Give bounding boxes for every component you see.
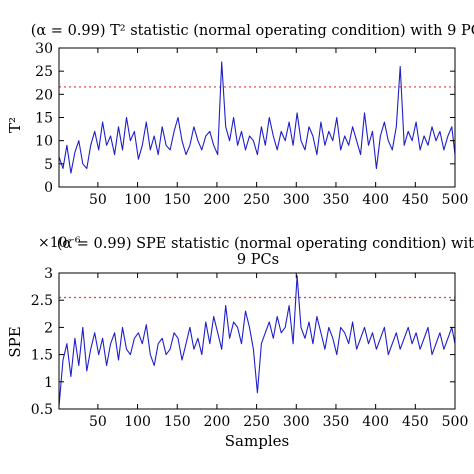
- exponent-label: ×10⁻⁶: [38, 235, 81, 251]
- y-axis-label: SPE: [6, 326, 24, 357]
- y-tick-label: 30: [35, 41, 53, 57]
- x-axis-label: Samples: [225, 432, 289, 450]
- chart-title: (α = 0.99) T² statistic (normal operatin…: [31, 23, 474, 39]
- x-tick-label: 250: [243, 414, 270, 430]
- t2-chart: (α = 0.99) T² statistic (normal operatin…: [6, 23, 474, 208]
- y-tick-label: 10: [35, 134, 53, 150]
- y-tick-label: 0: [44, 180, 53, 196]
- x-tick-label: 50: [89, 414, 107, 430]
- x-tick-label: 200: [204, 414, 231, 430]
- y-tick-label: 20: [35, 87, 53, 103]
- y-tick-label: 1.5: [31, 348, 53, 364]
- x-tick-label: 100: [124, 192, 151, 208]
- y-tick-label: 2.5: [31, 293, 53, 309]
- x-tick-label: 350: [323, 192, 350, 208]
- x-tick-label: 250: [243, 192, 270, 208]
- series-line: [58, 61, 456, 174]
- y-tick-label: 25: [35, 64, 53, 80]
- x-tick-label: 300: [283, 414, 310, 430]
- y-axis-label: T²: [6, 117, 24, 133]
- y-tick-label: 5: [44, 157, 53, 173]
- y-tick-label: 2: [44, 320, 53, 336]
- x-tick-label: 150: [164, 414, 191, 430]
- x-tick-label: 100: [124, 414, 151, 430]
- plot-frame: [58, 47, 456, 188]
- x-tick-label: 500: [442, 414, 469, 430]
- x-tick-label: 500: [442, 192, 469, 208]
- spe-chart: (α = 0.99) SPE statistic (normal operati…: [6, 235, 474, 450]
- chart-title-line2: 9 PCs: [237, 252, 279, 268]
- y-tick-label: 0.5: [31, 402, 53, 418]
- x-tick-label: 450: [402, 192, 429, 208]
- y-tick-label: 3: [44, 266, 53, 282]
- x-tick-label: 400: [362, 414, 389, 430]
- y-tick-label: 1: [44, 375, 53, 391]
- x-tick-label: 400: [362, 192, 389, 208]
- chart-title-line1: (α = 0.99) SPE statistic (normal operati…: [57, 236, 474, 252]
- series-line: [58, 275, 456, 407]
- x-tick-label: 450: [402, 414, 429, 430]
- x-tick-label: 200: [204, 192, 231, 208]
- x-tick-label: 350: [323, 414, 350, 430]
- x-tick-label: 50: [89, 192, 107, 208]
- x-tick-label: 300: [283, 192, 310, 208]
- y-tick-label: 15: [35, 111, 53, 127]
- x-tick-label: 150: [164, 192, 191, 208]
